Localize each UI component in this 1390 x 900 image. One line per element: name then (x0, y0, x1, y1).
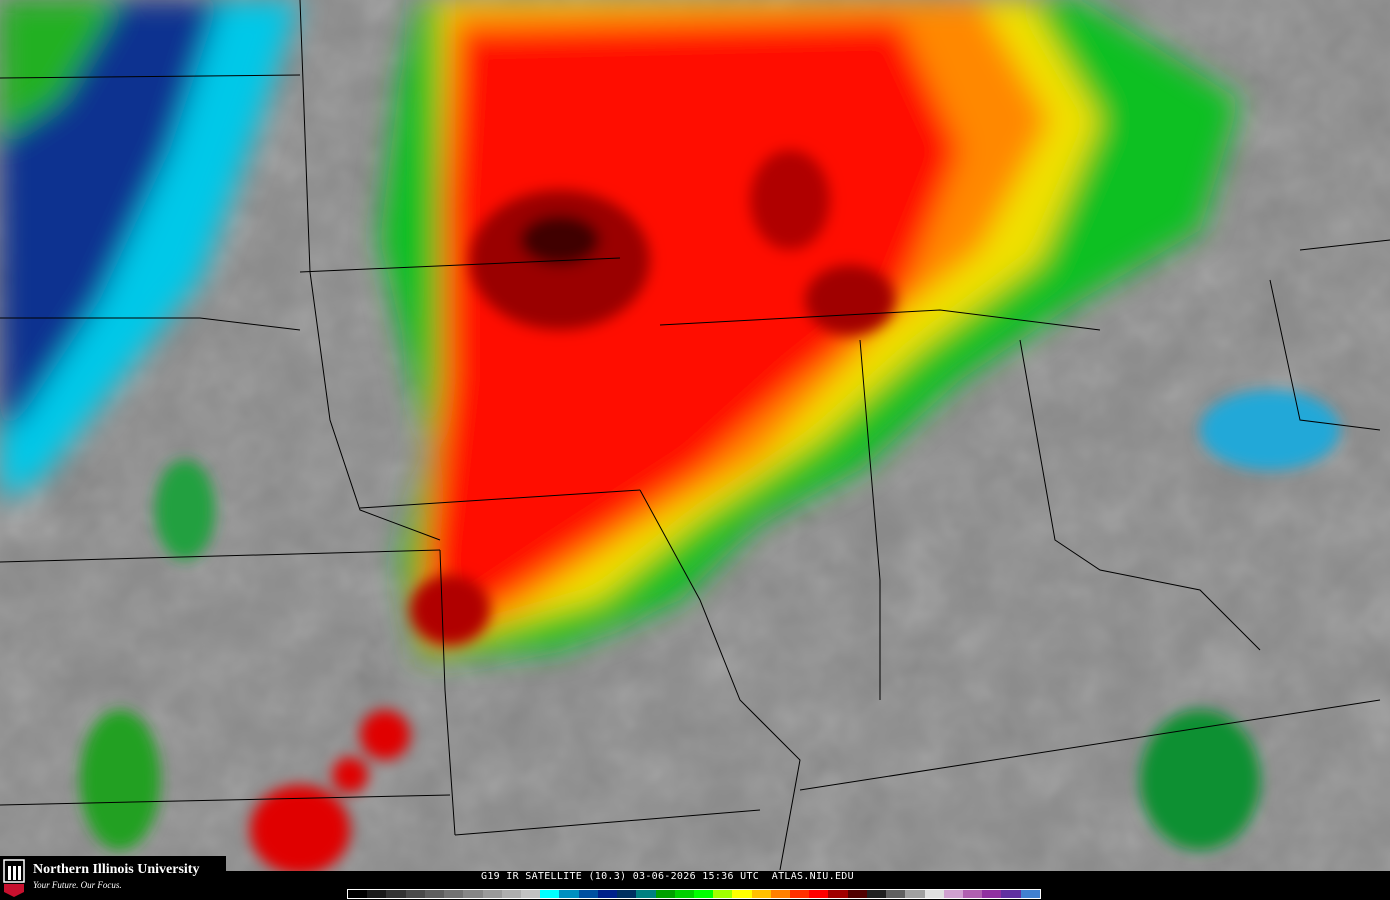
color-scale-swatch (444, 890, 464, 898)
color-scale-swatch (1020, 890, 1040, 898)
temperature-color-scale (347, 889, 1041, 899)
color-scale-swatch (463, 890, 483, 898)
color-scale-swatch (540, 890, 560, 898)
color-scale-swatch (655, 890, 675, 898)
color-scale-swatch (578, 890, 598, 898)
color-scale-swatch (809, 890, 829, 898)
color-scale-swatch (905, 890, 925, 898)
color-scale-swatch (674, 890, 694, 898)
university-tagline: Your Future. Our Focus. (33, 880, 122, 890)
color-scale-swatch (982, 890, 1002, 898)
color-scale-swatch (924, 890, 944, 898)
color-scale-swatch (847, 890, 867, 898)
color-scale-swatch (348, 890, 368, 898)
color-scale-swatch (597, 890, 618, 898)
niu-logo: Northern Illinois University Your Future… (0, 856, 226, 900)
color-scale-swatch (751, 890, 771, 898)
color-scale-swatch (732, 890, 752, 898)
storm-system-midwest (380, 0, 1240, 660)
color-scale-swatch (501, 890, 521, 898)
cold-core-tops (410, 150, 895, 645)
color-scale-swatch (386, 890, 406, 898)
color-scale-swatch (886, 890, 906, 898)
color-scale-swatch (770, 890, 791, 898)
color-scale-swatch (482, 890, 502, 898)
color-scale-swatch (693, 890, 714, 898)
cold-cloud-northwest (0, 0, 300, 500)
university-name: Northern Illinois University (33, 862, 200, 877)
color-scale-swatch (636, 890, 656, 898)
color-scale-swatch (866, 890, 887, 898)
color-scale-swatch (559, 890, 579, 898)
color-scale-swatch (828, 890, 848, 898)
storm-cells-southwest (80, 390, 1340, 871)
image-caption: G19 IR SATELLITE (10.3) 03-06-2026 15:36… (481, 871, 854, 882)
color-scale-swatch (943, 890, 963, 898)
color-scale-swatch (367, 890, 387, 898)
color-scale-swatch (617, 890, 637, 898)
color-scale-swatch (790, 890, 810, 898)
color-scale-swatch (520, 890, 541, 898)
color-scale-swatch (405, 890, 425, 898)
color-scale-swatch (1001, 890, 1021, 898)
color-scale-swatch (713, 890, 733, 898)
color-scale-swatch (963, 890, 983, 898)
state-borders (0, 0, 1390, 871)
satellite-map (0, 0, 1390, 871)
color-scale-swatch (424, 890, 445, 898)
niu-shield-icon (3, 859, 25, 897)
